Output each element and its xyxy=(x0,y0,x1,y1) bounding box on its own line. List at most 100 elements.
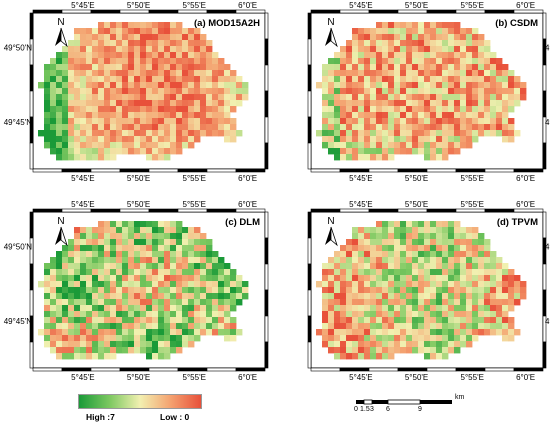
raster-cell xyxy=(206,118,213,125)
raster-cell xyxy=(56,70,63,77)
raster-cell xyxy=(454,46,461,53)
raster-cell xyxy=(104,70,111,77)
scale-tick: 1.5 xyxy=(360,406,370,413)
raster-cell xyxy=(128,311,135,318)
raster-cell xyxy=(158,94,165,101)
raster-cell xyxy=(242,94,249,101)
raster-cell xyxy=(364,353,371,360)
raster-cell xyxy=(442,130,449,137)
raster-cell xyxy=(116,100,123,107)
raster-cell xyxy=(116,34,123,41)
raster-cell xyxy=(484,100,491,107)
raster-cell xyxy=(496,124,503,131)
raster-cell xyxy=(110,40,117,47)
raster-cell xyxy=(80,239,87,246)
raster-cell xyxy=(406,341,413,348)
raster-cell xyxy=(68,341,75,348)
raster-cell xyxy=(158,64,165,71)
raster-cell xyxy=(490,257,497,264)
raster-cell xyxy=(206,112,213,119)
raster-cell xyxy=(346,341,353,348)
raster-cell xyxy=(460,323,467,330)
raster-cell xyxy=(442,46,449,53)
raster-cell xyxy=(188,64,195,71)
raster-cell xyxy=(448,34,455,41)
raster-cell xyxy=(224,335,231,342)
graticule-bar-top xyxy=(119,208,150,213)
raster-cell xyxy=(80,76,87,83)
raster-cell xyxy=(110,329,117,336)
raster-cell xyxy=(176,100,183,107)
raster-cell xyxy=(218,82,225,89)
raster-cell xyxy=(334,299,341,306)
raster-cell xyxy=(406,52,413,59)
raster-cell xyxy=(436,82,443,89)
raster-cell xyxy=(116,281,123,288)
legend-high-label: High :7 xyxy=(86,412,115,422)
x-tick-top: 5°55'E xyxy=(183,1,206,10)
raster-cell xyxy=(62,293,69,300)
raster-cell xyxy=(80,269,87,276)
raster-cell xyxy=(364,118,371,125)
raster-cell xyxy=(346,281,353,288)
raster-cell xyxy=(140,106,147,113)
raster-cell xyxy=(104,58,111,65)
raster-cell xyxy=(164,257,171,264)
raster-cell xyxy=(454,112,461,119)
raster-cell xyxy=(44,100,51,107)
raster-cell xyxy=(388,100,395,107)
raster-cell xyxy=(176,148,183,155)
raster-cell xyxy=(502,130,509,137)
raster-cell xyxy=(68,317,75,324)
raster-cell xyxy=(110,94,117,101)
graticule-bar-right xyxy=(264,116,269,144)
raster-cell xyxy=(334,287,341,294)
raster-cell xyxy=(466,58,473,65)
raster-cell xyxy=(340,257,347,264)
raster-cell xyxy=(448,281,455,288)
raster-cell xyxy=(68,142,75,149)
raster-cell xyxy=(98,154,105,161)
raster-cell xyxy=(158,40,165,47)
raster-cell xyxy=(400,130,407,137)
raster-cell xyxy=(146,353,153,360)
raster-cell xyxy=(188,263,195,270)
raster-cell xyxy=(418,64,425,71)
raster-cell xyxy=(152,239,159,246)
raster-cell xyxy=(140,58,147,65)
raster-cell xyxy=(412,52,419,59)
raster-cell xyxy=(116,335,123,342)
raster-cell xyxy=(334,311,341,318)
raster-cell xyxy=(394,233,401,240)
raster-cell xyxy=(218,76,225,83)
raster-cell xyxy=(436,76,443,83)
raster-cell xyxy=(382,70,389,77)
raster-cell xyxy=(170,257,177,264)
raster-cell xyxy=(472,70,479,77)
raster-cell xyxy=(328,130,335,137)
raster-cell xyxy=(230,118,237,125)
raster-cell xyxy=(200,76,207,83)
raster-cell xyxy=(418,58,425,65)
raster-cell xyxy=(412,118,419,125)
raster-cell xyxy=(430,58,437,65)
raster-cell xyxy=(182,112,189,119)
raster-cell xyxy=(50,335,57,342)
graticule-bar-bottom xyxy=(368,367,399,372)
raster-cell xyxy=(50,112,57,119)
raster-cell xyxy=(412,221,419,228)
raster-cell xyxy=(418,22,425,29)
raster-cell xyxy=(412,124,419,131)
raster-cell xyxy=(472,251,479,258)
raster-cell xyxy=(412,136,419,143)
raster-cell xyxy=(406,263,413,270)
raster-cell xyxy=(80,124,87,131)
raster-cell xyxy=(430,329,437,336)
raster-cell xyxy=(466,34,473,41)
raster-cell xyxy=(170,94,177,101)
raster-cell xyxy=(92,88,99,95)
raster-cell xyxy=(394,311,401,318)
raster-cell xyxy=(490,64,497,71)
raster-cell xyxy=(478,58,485,65)
raster-cell xyxy=(128,251,135,258)
